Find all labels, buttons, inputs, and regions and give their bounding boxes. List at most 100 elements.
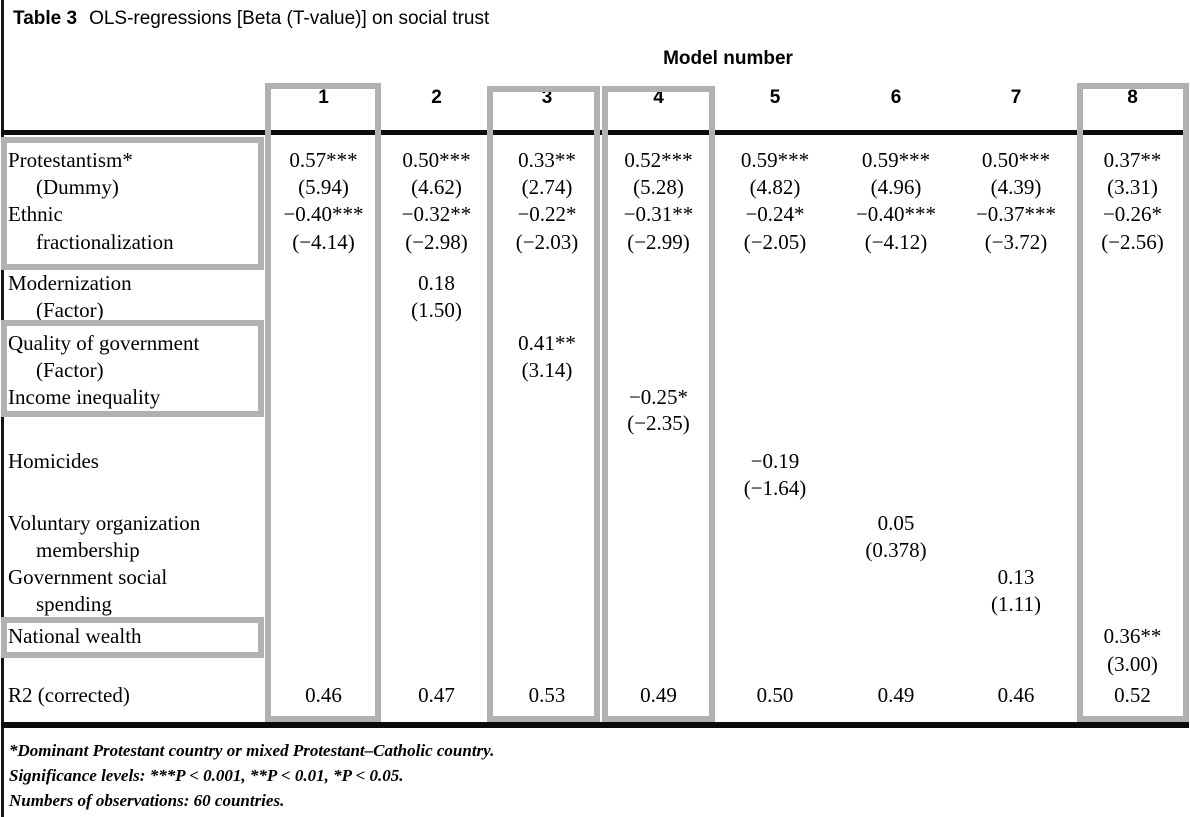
value-cell-model-8 — [1075, 564, 1190, 591]
value-cell-model-5 — [715, 297, 835, 324]
value-cell-model-6: 0.59*** — [861, 148, 931, 172]
value-cell-model-8 — [1075, 475, 1190, 502]
table-line: (−1.64) — [0, 475, 1190, 502]
footnote-observations: Numbers of observations: 60 countries. — [9, 791, 285, 810]
value-cell-model-1 — [266, 475, 381, 502]
value-cell-model-3: 0.33** — [518, 148, 576, 172]
value-cell-model-5: (−2.05) — [743, 229, 807, 254]
value-cell-model-8 — [1075, 384, 1190, 410]
value-cell-model-6 — [835, 330, 957, 357]
value-cell-model-4 — [602, 537, 715, 564]
value-cell-model-4 — [602, 591, 715, 618]
value-cell-model-6: (−4.12) — [864, 229, 928, 254]
value-cell-model-7: 0.50*** — [981, 148, 1051, 172]
value-cell-model-3: −0.22* — [517, 202, 577, 226]
value-cell-model-2 — [381, 622, 492, 650]
value-cell-model-6 — [835, 297, 957, 324]
value-cell-model-7 — [957, 297, 1075, 324]
row-label: spending — [36, 592, 112, 616]
value-cell-model-8: (−2.56) — [1101, 229, 1164, 254]
value-cell-model-1 — [266, 448, 381, 475]
value-cell-model-7 — [957, 357, 1075, 384]
value-cell-model-5: 0.50 — [756, 683, 794, 707]
value-cell-model-2 — [381, 475, 492, 502]
value-cell-model-2: (−2.98) — [405, 229, 468, 254]
row-label: Income inequality — [8, 384, 161, 409]
model-number-row: 1 2 3 4 5 6 7 8 — [266, 84, 1190, 112]
column-header-model-4: 4 — [653, 87, 664, 108]
value-cell-model-7 — [957, 510, 1075, 537]
value-cell-model-4: 0.52*** — [624, 148, 693, 172]
value-cell-model-8 — [1075, 591, 1190, 618]
table-line: Income inequality −0.25* — [0, 384, 1190, 410]
value-cell-model-3 — [492, 537, 602, 564]
row-label: (Dummy) — [36, 175, 119, 199]
row-label: Protestantism* — [8, 148, 133, 172]
table-line: Protestantism* 0.57*** 0.50*** 0.33** 0.52**… — [0, 147, 1190, 174]
value-cell-model-6: 0.49 — [877, 683, 915, 707]
column-header-model-2: 2 — [431, 87, 442, 108]
value-cell-model-3 — [492, 510, 602, 537]
value-cell-model-5 — [715, 622, 835, 650]
value-cell-model-8 — [1075, 537, 1190, 564]
value-cell-model-3: (−2.03) — [515, 229, 579, 254]
table-line: Modernization 0.18 — [0, 270, 1190, 297]
value-cell-model-7: (−3.72) — [984, 229, 1048, 254]
value-cell-model-3: 0.41** — [518, 331, 576, 355]
value-cell-model-5 — [715, 410, 835, 436]
row-label: R2 (corrected) — [8, 683, 130, 707]
row-label — [0, 475, 266, 502]
table-line: spending (1.11) — [0, 591, 1190, 618]
column-header-model-3: 3 — [541, 87, 553, 108]
value-cell-model-2 — [381, 384, 492, 410]
value-cell-model-3: (2.74) — [521, 175, 573, 199]
value-cell-model-2 — [381, 537, 492, 564]
value-cell-model-2 — [381, 650, 492, 678]
table-line: (Factor) (1.50) — [0, 297, 1190, 324]
row-label: Modernization — [8, 271, 132, 295]
table-line: Government social 0.13 — [0, 564, 1190, 591]
value-cell-model-4: (−2.35) — [627, 410, 690, 435]
value-cell-model-7 — [957, 410, 1075, 436]
footnote-significance-levels: Significance levels: ***P < 0.001, **P <… — [9, 766, 404, 785]
value-cell-model-7: (4.39) — [990, 175, 1042, 199]
value-cell-model-6 — [835, 564, 957, 591]
value-cell-model-6 — [835, 410, 957, 436]
value-cell-model-1 — [266, 650, 381, 678]
value-cell-model-3 — [492, 475, 602, 502]
value-cell-model-1: (5.94) — [298, 175, 349, 199]
value-cell-model-7: 0.46 — [997, 683, 1035, 707]
value-cell-model-4 — [602, 564, 715, 591]
value-cell-model-7 — [957, 622, 1075, 650]
value-cell-model-8 — [1075, 357, 1190, 384]
row-label: Ethnic — [8, 202, 63, 226]
row-label — [0, 410, 266, 436]
value-cell-model-6 — [835, 591, 957, 618]
table-line: National wealth 0.36** — [0, 622, 1190, 650]
value-cell-model-1: (−4.14) — [292, 229, 355, 254]
value-cell-model-1 — [266, 384, 381, 410]
value-cell-model-5 — [715, 270, 835, 297]
table-line: (Factor) (3.14) — [0, 357, 1190, 384]
table-line: membership (0.378) — [0, 537, 1190, 564]
value-cell-model-8: −0.26* — [1102, 202, 1163, 226]
value-cell-model-7 — [957, 650, 1075, 678]
table-body: Protestantism* 0.57*** 0.50*** 0.33** 0.52**… — [0, 137, 1190, 709]
value-cell-model-6: (0.378) — [865, 538, 927, 562]
value-cell-model-7 — [957, 448, 1075, 475]
value-cell-model-2: (4.62) — [411, 175, 462, 199]
value-cell-model-6 — [835, 357, 957, 384]
value-cell-model-8 — [1075, 270, 1190, 297]
table-number-label: Table 3 — [13, 8, 78, 29]
table-line: R2 (corrected) 0.46 0.47 0.53 0.49 0.50 0.49 0.… — [0, 682, 1190, 709]
value-cell-model-7: 0.13 — [997, 565, 1035, 589]
value-cell-model-1 — [266, 297, 381, 324]
value-cell-model-2: 0.50*** — [402, 148, 471, 172]
value-cell-model-1 — [266, 330, 381, 357]
value-cell-model-2 — [381, 564, 492, 591]
value-cell-model-4: −0.25* — [628, 384, 689, 409]
table-line: Voluntary organization 0.05 — [0, 510, 1190, 537]
value-cell-model-2: −0.32** — [401, 202, 472, 226]
value-cell-model-4 — [602, 357, 715, 384]
value-cell-model-3 — [492, 564, 602, 591]
